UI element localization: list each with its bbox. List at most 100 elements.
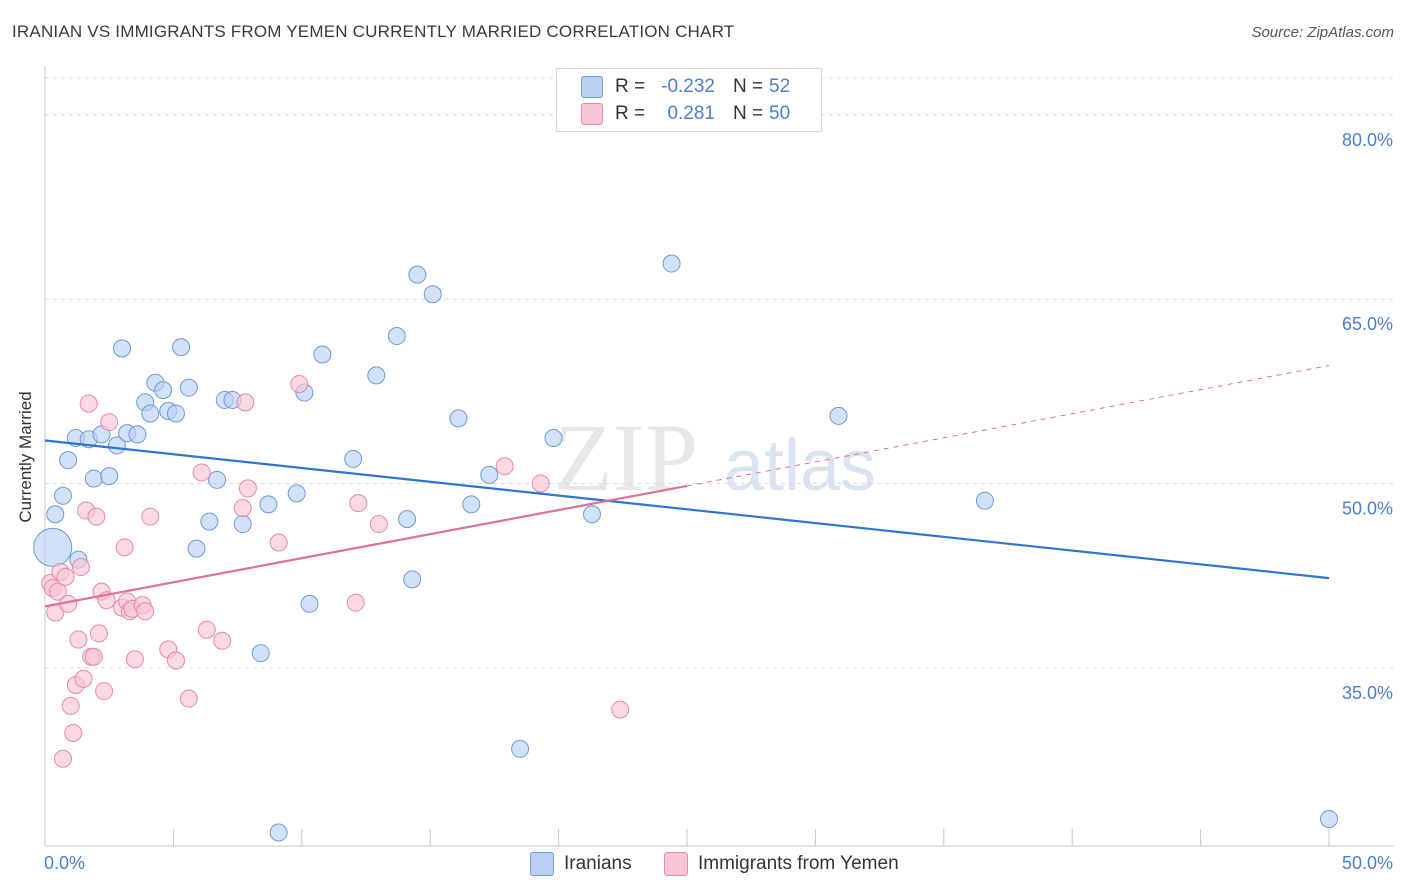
bottom-legend-iranians: Iranians xyxy=(530,852,632,876)
legend-n-label: N = xyxy=(733,76,764,97)
point-iranians xyxy=(187,539,206,558)
point-iranians xyxy=(128,425,147,444)
point-yemen xyxy=(290,374,309,393)
y-tick-label: 35.0% xyxy=(1342,683,1393,703)
point-iranians xyxy=(259,495,278,514)
bottom-legend-yemen: Immigrants from Yemen xyxy=(664,852,899,876)
point-iranians xyxy=(84,469,103,488)
point-yemen xyxy=(179,689,198,708)
point-yemen xyxy=(95,682,114,701)
point-iranians xyxy=(33,527,73,567)
point-iranians xyxy=(462,495,481,514)
point-iranians xyxy=(46,505,65,524)
point-yemen xyxy=(166,651,185,670)
point-iranians xyxy=(113,339,132,358)
point-iranians xyxy=(544,429,563,448)
point-yemen xyxy=(192,463,211,482)
point-iranians xyxy=(1320,809,1338,828)
point-yemen xyxy=(531,474,550,493)
legend-r-label: R = xyxy=(615,76,646,97)
point-yemen xyxy=(269,533,288,552)
point-yemen xyxy=(84,647,103,666)
watermark: ZIP atlas xyxy=(554,404,876,511)
legend-swatch-yemen xyxy=(581,103,603,125)
point-yemen xyxy=(115,538,134,557)
point-iranians xyxy=(403,570,422,589)
chart-title: IRANIAN VS IMMIGRANTS FROM YEMEN CURRENT… xyxy=(12,22,735,41)
point-yemen xyxy=(141,507,160,526)
point-iranians xyxy=(344,449,363,468)
legend-r-value: -0.232 xyxy=(661,76,715,97)
point-yemen xyxy=(74,669,93,688)
point-iranians xyxy=(423,285,442,304)
point-iranians xyxy=(480,465,499,484)
point-yemen xyxy=(89,624,108,643)
point-iranians xyxy=(313,345,332,364)
bottom-legend-label-yemen: Immigrants from Yemen xyxy=(698,853,899,874)
y-tick-label: 65.0% xyxy=(1342,314,1393,334)
y-tick-label: 50.0% xyxy=(1342,499,1393,519)
point-iranians xyxy=(662,254,681,273)
point-iranians xyxy=(200,512,219,531)
point-yemen xyxy=(238,479,257,498)
watermark-zip: ZIP xyxy=(554,404,698,511)
point-yemen xyxy=(346,593,365,612)
point-yemen xyxy=(100,413,119,432)
point-iranians xyxy=(300,594,319,613)
point-iranians xyxy=(387,327,406,346)
trendline-layer xyxy=(44,365,1330,608)
point-iranians xyxy=(154,381,173,400)
point-yemen xyxy=(236,393,255,412)
point-iranians xyxy=(408,265,427,284)
point-iranians xyxy=(449,409,468,428)
point-yemen xyxy=(125,650,144,669)
point-iranians xyxy=(179,378,198,397)
point-yemen xyxy=(349,494,368,513)
point-yemen xyxy=(136,602,155,621)
point-iranians xyxy=(269,823,288,842)
point-iranians xyxy=(582,505,601,524)
point-iranians xyxy=(53,486,72,505)
legend-n-value: 52 xyxy=(769,76,791,97)
point-iranians xyxy=(208,470,227,489)
trendline-yemen-extension xyxy=(686,365,1330,487)
point-yemen xyxy=(197,620,216,639)
bottom-legend-label-iranians: Iranians xyxy=(564,853,632,874)
point-yemen xyxy=(69,630,88,649)
point-yemen xyxy=(71,558,90,577)
legend-n-label: N = xyxy=(733,103,764,124)
bottom-legend-swatch-yemen xyxy=(664,852,688,876)
point-yemen xyxy=(233,499,252,518)
legend-row-iranians: R = -0.232 N = 52 xyxy=(581,75,790,99)
bottom-legend-swatch-iranians xyxy=(530,852,554,876)
points-layer xyxy=(33,254,1338,842)
point-iranians xyxy=(829,406,848,425)
legend-r-value: 0.281 xyxy=(667,103,715,124)
point-iranians xyxy=(172,338,191,357)
point-yemen xyxy=(61,696,80,715)
x-tick-label: 0.0% xyxy=(44,853,85,873)
point-yemen xyxy=(495,457,514,476)
point-iranians xyxy=(166,404,185,423)
legend-r-label: R = xyxy=(615,103,646,124)
point-yemen xyxy=(79,394,98,413)
watermark-atlas: atlas xyxy=(724,426,876,506)
point-yemen xyxy=(611,700,630,719)
point-iranians xyxy=(367,366,386,385)
point-iranians xyxy=(511,739,530,758)
point-yemen xyxy=(87,507,106,526)
trendline-yemen xyxy=(44,484,688,608)
trendline-iranians xyxy=(44,439,1330,580)
point-iranians xyxy=(251,644,270,663)
axis-layer xyxy=(44,66,1394,847)
chart-source: Source: ZipAtlas.com xyxy=(1251,24,1394,41)
point-yemen xyxy=(53,749,72,768)
point-iranians xyxy=(287,484,306,503)
legend-row-yemen: R = 0.281 N = 50 xyxy=(581,102,790,126)
y-tick-label: 80.0% xyxy=(1342,130,1393,150)
point-iranians xyxy=(975,491,994,510)
legend-n-value: 50 xyxy=(769,103,791,124)
x-tick-label: 50.0% xyxy=(1342,853,1393,873)
point-iranians xyxy=(398,510,417,529)
